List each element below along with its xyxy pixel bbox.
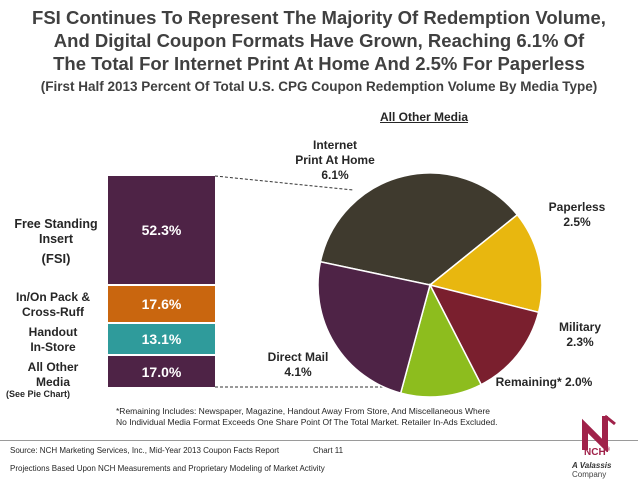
- footnote: *Remaining Includes: Newspaper, Magazine…: [116, 406, 498, 427]
- logo-text: NCH®: [584, 447, 611, 458]
- source-text: Source: NCH Marketing Services, Inc., Mi…: [10, 446, 280, 455]
- footer-divider: [0, 440, 638, 441]
- category-label-fsi: Free Standing Insert (FSI): [14, 217, 98, 266]
- pie-slice-paperless: [428, 213, 543, 314]
- bar-segment-in-on-pack: 17.6%: [108, 286, 215, 322]
- pie-slices: [317, 172, 543, 398]
- pie-slice-remaining: [399, 282, 483, 398]
- pie-slice-military: [428, 283, 540, 386]
- category-label-handout: Handout In-Store: [28, 325, 78, 354]
- connector-line-top: [214, 175, 354, 191]
- title-line-1: FSI Continues To Represent The Majority …: [32, 7, 606, 28]
- pie-slice-internet-print-at-home: [319, 172, 519, 286]
- title-line-2: And Digital Coupon Formats Have Grown, R…: [53, 30, 585, 51]
- title-line-3: The Total For Internet Print At Home And…: [53, 53, 585, 74]
- pie-title: All Other Media: [380, 110, 469, 124]
- chart-subtitle: (First Half 2013 Percent Of Total U.S. C…: [40, 79, 598, 94]
- label-paperless: Paperless 2.5%: [548, 200, 606, 229]
- label-direct-mail: Direct Mail 4.1%: [267, 350, 329, 379]
- label-internet-print: Internet Print At Home 6.1%: [295, 138, 375, 182]
- category-label-in-on-pack: In/On Pack & Cross-Ruff: [15, 290, 91, 319]
- see-pie-chart-note: (See Pie Chart): [6, 389, 71, 399]
- bar-segment-fsi: 52.3%: [108, 176, 215, 284]
- label-military: Military 2.3%: [558, 320, 601, 349]
- bar-segment-handout: 13.1%: [108, 324, 215, 354]
- chart-title: FSI Continues To Represent The Majority …: [0, 6, 638, 75]
- nch-logo-mark: [582, 414, 616, 452]
- chart-number: Chart 11: [313, 446, 344, 455]
- projections-text: Projections Based Upon NCH Measurements …: [10, 464, 325, 473]
- pie-slice-direct-mail: [317, 260, 431, 395]
- category-label-all-other: All Other Media: [27, 360, 79, 389]
- label-remaining: Remaining* 2.0%: [495, 375, 593, 389]
- logo-tagline: A Valassis Company: [572, 461, 612, 479]
- bar-segment-all-other: 17.0%: [108, 356, 215, 387]
